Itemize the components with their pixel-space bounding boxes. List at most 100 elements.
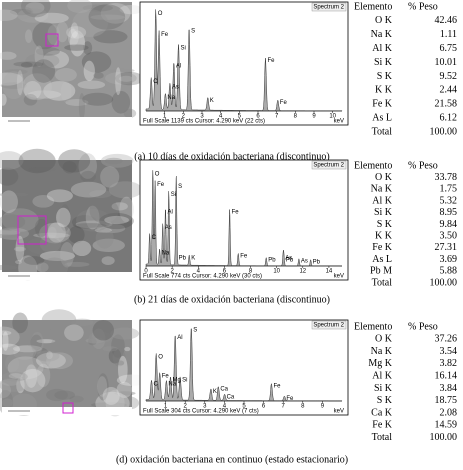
weight: 1.75 [440,184,458,195]
peak-label: C [152,235,157,241]
sem-texture [72,9,109,38]
sem-texture [82,4,113,12]
x-tick-label: 0 [144,269,148,275]
title-box [311,320,347,330]
sem-texture [30,331,44,354]
sem-texture [12,312,28,334]
eds-spectrum: C O Fe Na As Al Si S K Fe Fe 1 2 3 4 5 6 7 8 9 10 Spectrum 2 F… [139,1,349,126]
sem-texture [77,80,106,89]
peak-label: Na [162,250,170,256]
sem-texture [0,192,29,197]
sem-texture [64,261,90,267]
peak-label: Fe [240,253,248,259]
element: Si K [374,207,393,218]
element: Na K [371,346,393,357]
weight: 3.54 [440,346,458,357]
sem-texture [0,227,29,240]
sem-texture [75,220,113,229]
element: Na K [371,29,393,40]
sem-texture [90,14,126,20]
x-tick-label: 8 [294,114,298,120]
sem-texture [104,215,130,225]
sem-texture [27,90,62,99]
sem-texture [56,207,71,228]
sem-texture [69,395,84,403]
weight: 5.88 [440,266,458,277]
peak-label: Pb [286,257,294,263]
weight: 8.95 [440,207,458,218]
table-header: % Peso [408,160,438,171]
sem-texture [66,26,87,39]
weight: 3.84 [440,383,458,394]
peak-label: Fe [157,182,165,188]
sem-texture [65,98,89,106]
sem-texture [25,52,60,69]
sem-texture [10,6,34,20]
element: As L [372,254,392,265]
sem-texture [54,390,76,400]
sem-texture [1,371,28,382]
sem-texture [0,234,21,239]
sem-texture [13,61,44,67]
sem-texture [22,73,52,101]
sem-texture [59,204,71,232]
peak-label: O [155,172,160,178]
scale-strip [2,272,132,280]
element: O K [375,172,393,183]
sem-texture [107,68,135,73]
sem-background [2,2,132,125]
peak-label: Ca [220,387,228,393]
sem-texture [119,196,134,223]
sem-texture [0,326,20,348]
sem-texture [47,222,66,243]
sem-texture [0,343,21,355]
sem-texture [2,398,13,407]
sem-texture [116,360,125,366]
sem-texture [0,190,18,214]
x-tick-label: 8 [249,269,253,275]
sem-texture [92,238,125,253]
sem-texture [0,151,24,170]
spectrum-title: Spectrum 2 [313,323,344,329]
sem-background [2,160,132,280]
sem-texture [0,264,18,271]
sem-texture [68,226,85,244]
sem-texture [119,4,143,15]
peak-label: C [153,381,158,387]
spectrum-footer: Full Scale 304 cts Cursor: 4.290 keV (7 … [143,409,259,415]
sem-texture [17,8,49,23]
sem-texture [0,51,17,60]
sem-texture [33,232,70,239]
sem-texture [23,256,45,265]
sem-texture [71,215,98,229]
sem-texture [95,227,114,249]
sem-texture [0,214,26,230]
sem-texture [58,149,91,173]
sem-texture [82,41,93,55]
sem-texture [82,92,114,106]
sem-texture [32,21,58,50]
sem-texture [1,208,39,232]
weight: 14.59 [435,420,458,431]
sem-texture [39,234,61,253]
element: Fe K [372,420,393,431]
weight: 42.46 [435,15,458,26]
sem-texture [96,223,126,234]
sem-texture [20,368,46,393]
sem-texture [72,223,107,228]
caption: (a) 10 días de oxidación bacteriana (dis… [134,151,329,162]
peak-label: As [172,84,179,90]
sem-texture [43,81,76,101]
sem-texture [70,181,107,198]
peak-label: Fe [232,209,240,215]
element: Fe K [372,99,393,110]
peak-label: Si [182,377,187,383]
sem-texture [101,256,115,266]
sem-texture [21,0,51,18]
peak-label: S [178,184,182,190]
sem-image [0,0,144,125]
sem-texture [67,28,79,46]
sem-texture [51,337,61,351]
sem-texture [114,391,136,396]
x-tick-label: 3 [200,114,204,120]
